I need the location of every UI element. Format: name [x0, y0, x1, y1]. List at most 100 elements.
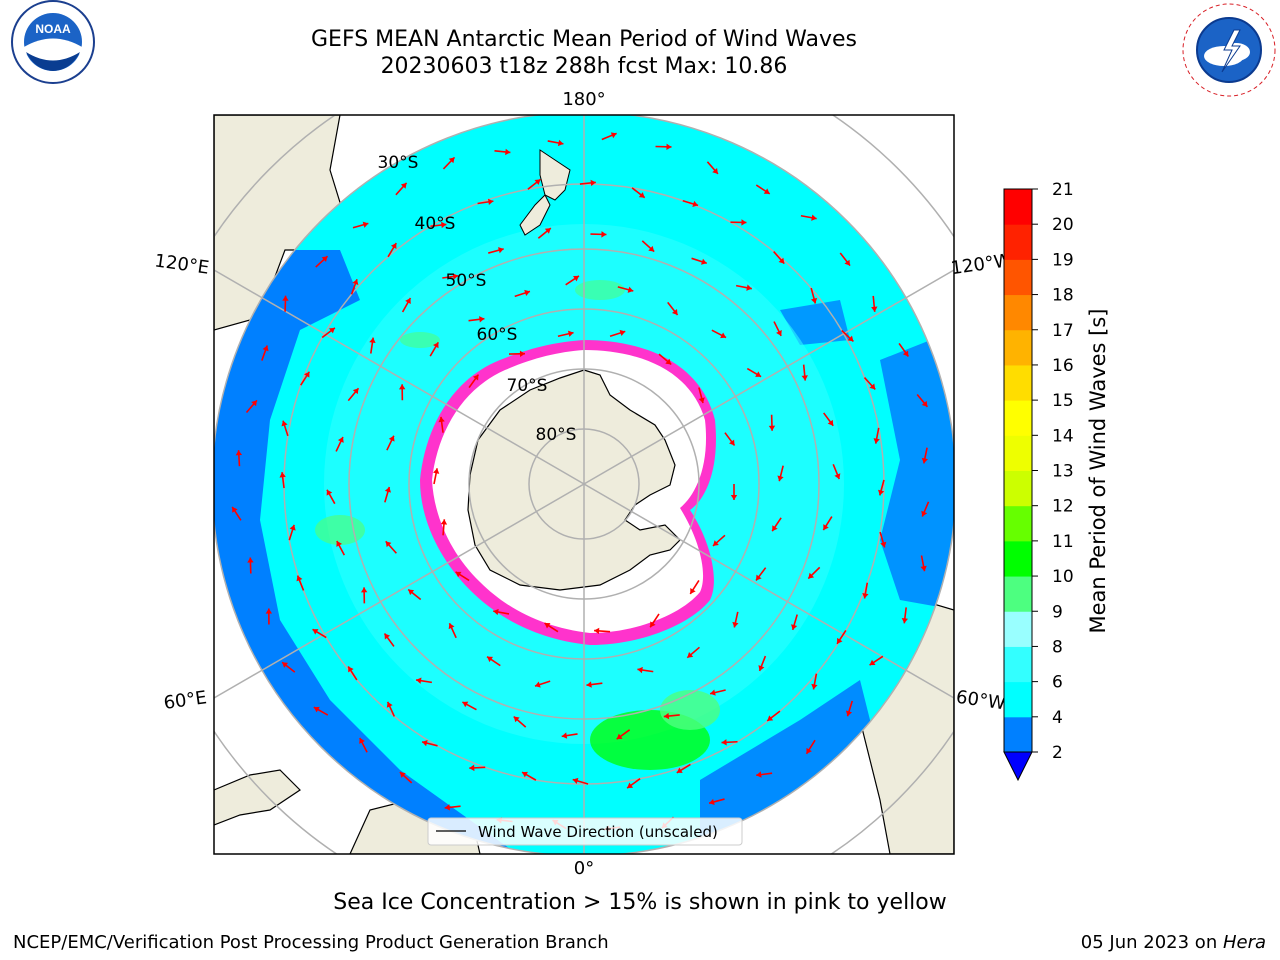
wave-direction-arrow-head: [232, 506, 238, 513]
colorbar-segment: [1004, 435, 1032, 471]
wave-direction-arrow-head: [871, 306, 878, 312]
colorbar-tick-label: 9: [1052, 602, 1063, 622]
wave-direction-arrow-head: [544, 623, 551, 629]
wave-direction-arrow-head: [303, 371, 310, 378]
legend-label: Wind Wave Direction (unscaled): [478, 823, 718, 841]
wave-direction-arrow-head: [384, 486, 391, 493]
wave-direction-arrow-head: [873, 438, 880, 444]
wave-direction-arrow-head: [638, 192, 645, 198]
wave-direction-arrow-head: [763, 188, 770, 194]
wave-direction-arrow-head: [732, 621, 739, 628]
wave-direction-arrow-head: [902, 350, 909, 357]
colorbar-tick-label: 16: [1052, 356, 1074, 376]
wave-direction-arrow-head: [690, 587, 696, 594]
wave-direction-arrow-head: [487, 198, 494, 206]
wave-direction-arrow-head: [522, 771, 528, 778]
wave-direction-arrow-head: [312, 629, 319, 635]
wave-direction-arrow-head: [687, 652, 694, 658]
wave-direction-arrow-head: [663, 712, 670, 720]
wave-direction-arrow-head: [369, 337, 376, 344]
wave-direction-arrow-head: [247, 557, 254, 563]
wave-direction-arrow-head: [440, 519, 448, 525]
wave-direction-arrow-head: [352, 279, 359, 286]
colorbar-tick-label: 19: [1052, 250, 1074, 270]
wave-direction-arrow-head: [281, 420, 288, 427]
nws-logo: [1182, 3, 1276, 97]
wave-direction-arrow-head: [710, 689, 716, 696]
wave-direction-arrow-head: [359, 738, 365, 744]
lon-label-0: 0°: [574, 858, 594, 879]
colorbar-label: Mean Period of Wind Waves [s]: [1086, 309, 1110, 634]
wave-direction-arrow-head: [469, 764, 475, 772]
colorbar-segment: [1004, 224, 1032, 260]
colorbar-tick-label: 13: [1052, 462, 1074, 482]
wave-direction-arrow-head: [398, 384, 406, 390]
wave-direction-arrow-head: [524, 289, 530, 296]
wave-direction-arrow-head: [251, 400, 257, 407]
wave-direction-arrow-head: [712, 540, 719, 546]
wave-direction-arrow-head: [385, 541, 392, 548]
wave-direction-arrow-head: [834, 473, 841, 480]
wave-direction-arrow-head: [768, 425, 776, 431]
wave-direction-arrow-head: [422, 740, 428, 747]
wave-direction-arrow-head: [444, 804, 450, 811]
wave-direction-arrow-head: [399, 772, 406, 778]
wave-direction-arrow-head: [878, 489, 885, 496]
wave-direction-arrow-head: [441, 221, 447, 229]
wave-direction-arrow-head: [921, 457, 928, 464]
wave-direction-arrow-head: [869, 383, 876, 390]
wave-direction-arrow-head: [561, 732, 568, 739]
wave-direction-arrow-head: [493, 608, 499, 616]
wave-direction-arrow-head: [352, 388, 359, 395]
wave-direction-arrow-head: [235, 450, 243, 456]
colorbar-tick-label: 12: [1052, 497, 1074, 517]
wave-direction-arrow-head: [730, 495, 738, 500]
colorbar-segment: [1004, 470, 1032, 507]
colorbar-tick-label: 10: [1052, 567, 1074, 587]
wave-direction-arrow-head: [701, 258, 707, 265]
wave-direction-arrow-head: [698, 397, 705, 404]
colorbar-tick-label: 18: [1052, 286, 1074, 306]
wave-direction-arrow-head: [388, 435, 395, 442]
wave-direction-arrow-head: [880, 541, 887, 548]
colorbar-segment: [1004, 364, 1032, 401]
wave-direction-arrow-head: [791, 624, 798, 630]
colorbar-tick-label: 17: [1052, 321, 1074, 341]
colorbar-tick-label: 15: [1052, 391, 1074, 411]
wave-direction-arrow-head: [801, 375, 808, 381]
wave-direction-arrow-head: [416, 677, 422, 684]
wave-direction-arrow-head: [519, 350, 525, 358]
lat-label-50s: 50°S: [446, 271, 487, 291]
sea-ice-caption: Sea Ice Concentration > 15% is shown in …: [333, 890, 947, 915]
high-period-patch-north: [575, 280, 625, 300]
wave-direction-arrow-head: [811, 214, 817, 221]
colorbar-segment: [1004, 611, 1032, 647]
wave-direction-arrow-head: [847, 335, 854, 342]
wave-direction-arrow-head: [448, 157, 455, 164]
wave-direction-arrow-head: [810, 297, 818, 304]
wave-direction-arrow-head: [534, 179, 541, 186]
wave-direction-arrow-head: [433, 342, 439, 349]
wave-direction-arrow-head: [806, 747, 812, 754]
colorbar-segment: [1004, 400, 1032, 436]
colorbar-segment: [1004, 716, 1032, 753]
wave-direction-arrow-head: [845, 710, 853, 717]
noaa-logo: NOAA: [11, 0, 95, 84]
wave-direction-arrow-head: [360, 587, 368, 593]
wave-direction-arrow-head: [627, 286, 634, 293]
wave-direction-arrow-head: [498, 247, 504, 254]
footer-host: Hera: [1222, 932, 1266, 953]
wave-direction-arrow-head: [479, 316, 485, 323]
wave-direction-arrow-head: [756, 574, 762, 581]
wave-direction-arrow-head: [455, 571, 462, 578]
wave-direction-arrow-head: [573, 275, 579, 282]
wave-direction-arrow-head: [692, 200, 699, 208]
colorbar-tick-label: 4: [1052, 708, 1063, 728]
colorbar-segment: [1004, 294, 1032, 331]
colorbar-segment: [1004, 646, 1032, 683]
wave-direction-arrow-head: [328, 327, 335, 334]
lat-label-70s: 70°S: [507, 376, 548, 396]
wave-direction-arrow-head: [386, 701, 393, 708]
lon-label-60e: 60°E: [162, 687, 208, 714]
